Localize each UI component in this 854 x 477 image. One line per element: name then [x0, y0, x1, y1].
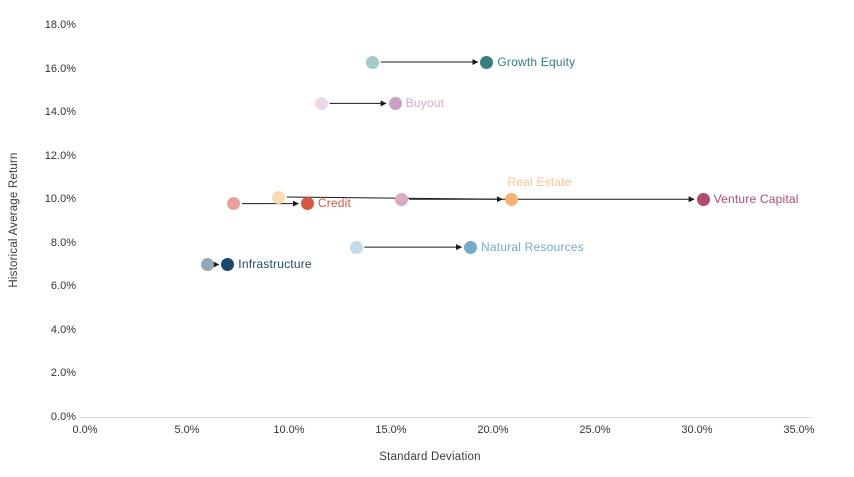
- point-label: Infrastructure: [238, 257, 312, 272]
- x-tick-label: 35.0%: [783, 424, 815, 436]
- y-tick-label: 6.0%: [50, 280, 76, 293]
- y-tick-label: 2.0%: [50, 367, 76, 380]
- trajectory-arrows: [213, 59, 695, 268]
- end-data-point: [221, 258, 235, 272]
- x-tick-label: 15.0%: [375, 424, 407, 436]
- x-axis-line: [80, 417, 811, 418]
- y-tick-label: 18.0%: [44, 19, 76, 31]
- start-data-point: [394, 192, 408, 206]
- x-tick-label: 5.0%: [174, 424, 200, 436]
- x-tick-label: 20.0%: [477, 424, 509, 436]
- start-data-point: [366, 55, 380, 69]
- y-tick-label: 14.0%: [44, 106, 76, 119]
- x-tick-label: 10.0%: [273, 424, 305, 436]
- y-tick-label: 8.0%: [50, 236, 76, 249]
- y-tick-label: 0.0%: [50, 411, 76, 423]
- point-label: Credit: [317, 196, 352, 211]
- point-label: Venture Capital: [713, 191, 799, 206]
- start-data-point: [200, 258, 214, 272]
- end-data-point: [464, 240, 478, 254]
- end-data-point: [696, 192, 710, 206]
- y-tick-label: 16.0%: [44, 62, 76, 75]
- point-label: Natural Resources: [481, 239, 584, 254]
- y-tick-label: 10.0%: [44, 193, 76, 206]
- end-data-point: [300, 197, 314, 211]
- point-label: Buyout: [405, 95, 445, 110]
- point-label: Growth Equity: [497, 54, 576, 69]
- end-data-point: [504, 192, 518, 206]
- x-axis-title: Standard Deviation: [379, 451, 481, 463]
- start-data-point: [227, 197, 241, 211]
- point-label: Real Estate: [507, 174, 572, 189]
- y-tick-label: 12.0%: [44, 149, 76, 162]
- x-tick-label: 0.0%: [72, 424, 98, 436]
- start-data-point: [315, 96, 329, 110]
- y-tick-label: 4.0%: [50, 323, 76, 336]
- start-data-point: [272, 190, 286, 204]
- y-axis-title: Historical Average Return: [8, 152, 20, 288]
- end-data-point: [388, 96, 402, 110]
- x-tick-label: 25.0%: [579, 424, 611, 436]
- end-data-point: [480, 55, 494, 69]
- x-tick-label: 30.0%: [681, 424, 713, 436]
- start-data-point: [349, 240, 363, 254]
